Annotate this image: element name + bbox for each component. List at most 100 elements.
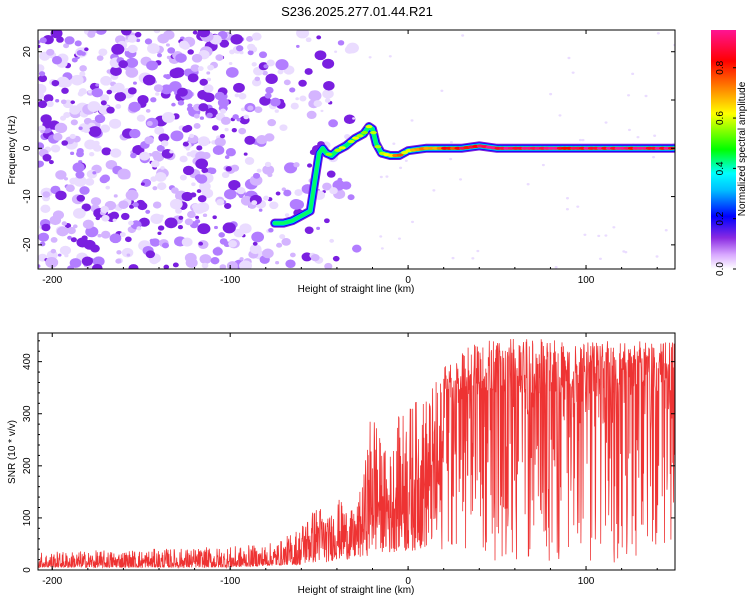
noise-blob <box>612 226 616 229</box>
noise-blob <box>38 40 41 44</box>
noise-blob <box>604 234 608 237</box>
noise-blob <box>181 42 190 50</box>
noise-blob <box>197 195 207 203</box>
noise-blob <box>208 167 217 175</box>
noise-blob <box>118 200 129 209</box>
noise-blob <box>275 191 281 196</box>
noise-blob <box>243 152 248 156</box>
noise-blob <box>160 166 165 170</box>
noise-blob <box>222 222 236 234</box>
noise-blob <box>38 232 50 242</box>
noise-blob <box>50 248 57 254</box>
spectrogram-frame <box>37 29 676 270</box>
noise-blob <box>50 30 63 39</box>
noise-blob <box>652 155 656 159</box>
colorbar-label: Normalized spectral amplitude <box>737 81 748 216</box>
noise-blob <box>171 187 179 194</box>
noise-blob <box>196 189 202 193</box>
noise-blob <box>91 87 104 98</box>
noise-blob <box>154 172 167 182</box>
noise-blob <box>251 62 257 67</box>
noise-blob <box>67 235 72 240</box>
noise-blob <box>91 263 103 269</box>
noise-blob <box>197 66 204 72</box>
noise-blob <box>461 34 465 37</box>
noise-blob <box>197 30 211 38</box>
noise-blob <box>76 150 84 158</box>
noise-blob <box>50 144 61 153</box>
noise-blob <box>254 106 263 114</box>
noise-blob <box>578 138 582 142</box>
noise-blob <box>432 189 436 192</box>
noise-blob <box>221 171 230 179</box>
noise-blob <box>146 60 159 71</box>
noise-blob <box>449 157 453 161</box>
noise-blob <box>85 226 99 238</box>
noise-blob <box>289 252 296 258</box>
y-tick-label: -20 <box>22 237 33 252</box>
noise-blob <box>206 112 213 118</box>
noise-blob <box>392 142 396 145</box>
noise-blob <box>334 50 338 53</box>
noise-blob <box>145 250 156 259</box>
noise-blob <box>294 189 303 196</box>
noise-blob <box>246 35 254 42</box>
noise-blob <box>51 56 63 65</box>
x-tick-label: -200 <box>42 275 62 286</box>
noise-blob <box>96 55 104 61</box>
ridge-hotspot <box>352 136 360 140</box>
noise-blob <box>146 120 153 127</box>
noise-blob <box>57 253 62 257</box>
noise-blob <box>40 114 52 124</box>
noise-blob <box>84 139 97 150</box>
noise-blob <box>224 188 237 200</box>
noise-blob <box>63 43 70 49</box>
colorbar-tick-label: 0.2 <box>715 211 726 225</box>
noise-blob <box>61 221 67 226</box>
noise-blob <box>121 212 130 220</box>
noise-blob <box>234 93 240 98</box>
noise-blob <box>164 217 178 229</box>
noise-blob <box>61 140 69 146</box>
noise-blob <box>76 194 86 202</box>
noise-blob <box>293 162 300 168</box>
noise-blob <box>177 224 184 230</box>
noise-blob <box>165 43 170 47</box>
noise-blob <box>67 226 76 235</box>
spectrogram-x-axis-label: Height of straight line (km) <box>298 284 415 295</box>
noise-blob <box>268 228 274 233</box>
snr-y-axis-label: SNR (10 * v/v) <box>7 420 18 484</box>
noise-blob <box>67 265 75 269</box>
noise-blob <box>219 133 226 139</box>
noise-blob <box>343 114 356 124</box>
noise-blob <box>85 178 95 186</box>
noise-blob <box>565 208 569 211</box>
noise-blob <box>169 68 182 79</box>
noise-blob <box>161 242 170 249</box>
noise-blob <box>379 235 383 238</box>
noise-blob <box>307 163 313 168</box>
noise-blob <box>228 61 233 66</box>
noise-blob <box>295 97 299 101</box>
snr-series-line <box>38 338 675 569</box>
noise-blob <box>69 258 82 268</box>
x-tick-label: 100 <box>578 275 595 286</box>
noise-blob <box>38 44 41 49</box>
noise-blob <box>81 256 94 266</box>
noise-blob <box>158 133 170 143</box>
noise-blob <box>95 83 100 87</box>
noise-blob <box>116 250 122 255</box>
noise-blob <box>202 213 208 218</box>
noise-blob <box>220 116 231 125</box>
noise-blob <box>322 89 334 99</box>
noise-blob <box>92 171 97 175</box>
noise-blob <box>136 226 142 231</box>
noise-blob <box>170 130 184 142</box>
noise-blob <box>187 103 193 108</box>
noise-blob <box>238 194 244 199</box>
noise-blob <box>262 164 275 175</box>
noise-blob <box>254 76 261 82</box>
noise-blob <box>163 264 170 269</box>
noise-blob <box>329 187 338 195</box>
